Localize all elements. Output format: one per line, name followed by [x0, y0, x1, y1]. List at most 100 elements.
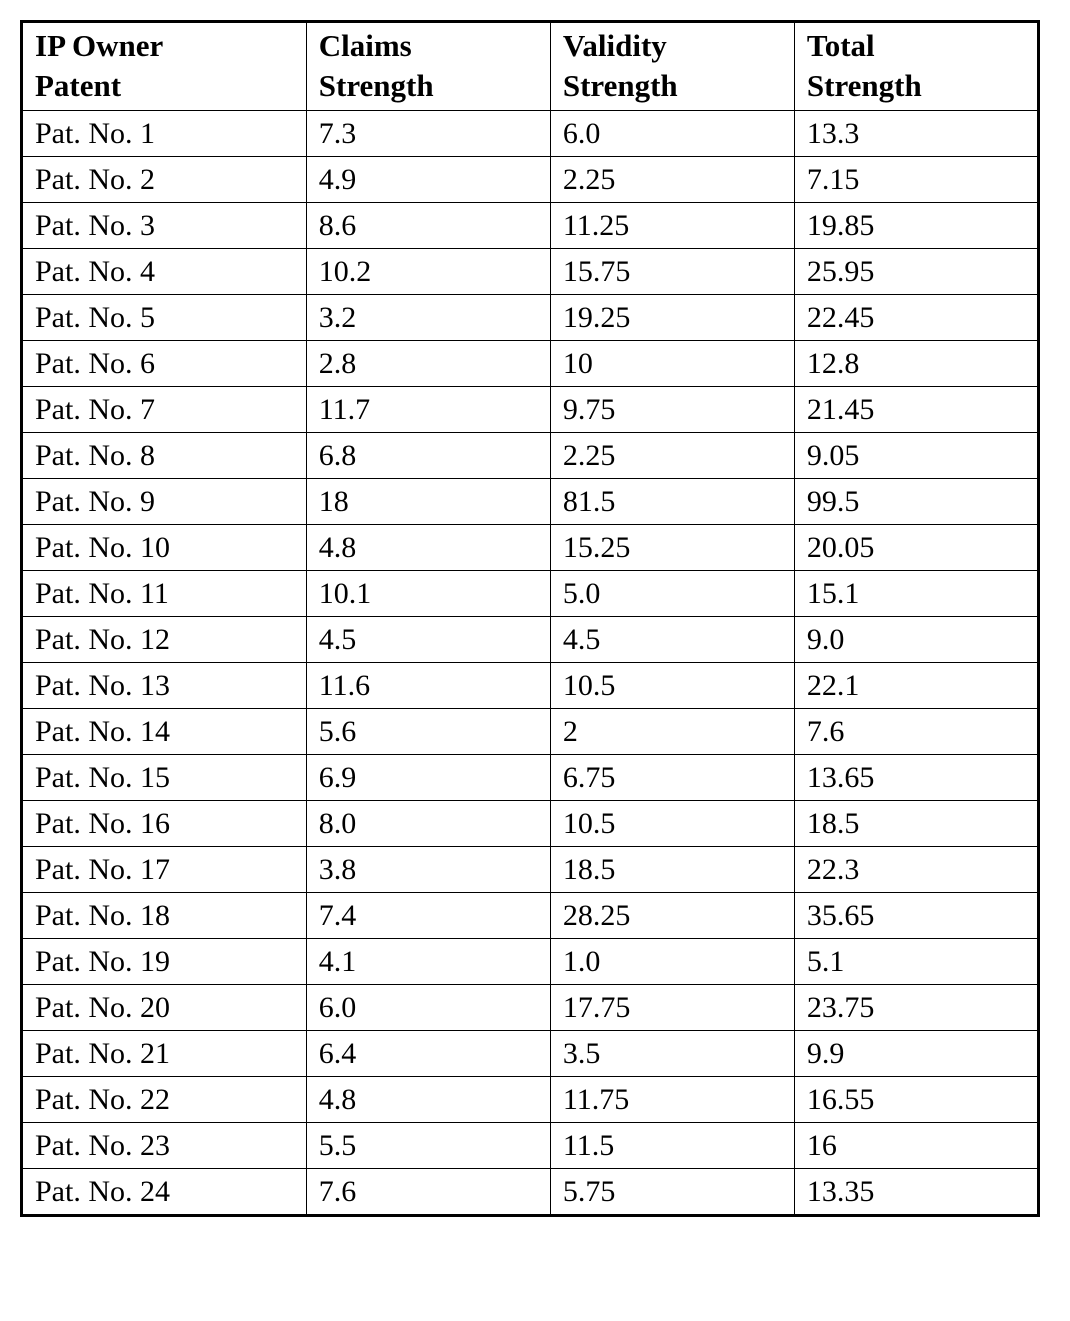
cell-validity-strength: 9.75	[550, 386, 794, 432]
table-row: Pat. No. 62.81012.8	[22, 340, 1039, 386]
cell-total-strength: 20.05	[794, 524, 1038, 570]
col-header-line2: Strength	[319, 68, 434, 103]
table-row: Pat. No. 1110.15.015.1	[22, 570, 1039, 616]
cell-validity-strength: 2.25	[550, 156, 794, 202]
cell-claims-strength: 7.4	[306, 892, 550, 938]
cell-validity-strength: 17.75	[550, 984, 794, 1030]
table-row: Pat. No. 247.65.7513.35	[22, 1168, 1039, 1215]
cell-validity-strength: 81.5	[550, 478, 794, 524]
cell-total-strength: 7.15	[794, 156, 1038, 202]
cell-patent: Pat. No. 6	[22, 340, 307, 386]
table-row: Pat. No. 1311.610.522.1	[22, 662, 1039, 708]
cell-validity-strength: 3.5	[550, 1030, 794, 1076]
cell-claims-strength: 10.1	[306, 570, 550, 616]
cell-patent: Pat. No. 5	[22, 294, 307, 340]
cell-patent: Pat. No. 20	[22, 984, 307, 1030]
col-header-validity-strength: Validity Strength	[550, 22, 794, 111]
table-row: Pat. No. 145.627.6	[22, 708, 1039, 754]
table-row: Pat. No. 53.219.2522.45	[22, 294, 1039, 340]
cell-patent: Pat. No. 18	[22, 892, 307, 938]
cell-patent: Pat. No. 23	[22, 1122, 307, 1168]
table-row: Pat. No. 173.818.522.3	[22, 846, 1039, 892]
cell-validity-strength: 15.25	[550, 524, 794, 570]
col-header-line1: IP Owner	[35, 28, 163, 63]
table-row: Pat. No. 91881.599.5	[22, 478, 1039, 524]
cell-total-strength: 15.1	[794, 570, 1038, 616]
cell-claims-strength: 6.8	[306, 432, 550, 478]
cell-patent: Pat. No. 21	[22, 1030, 307, 1076]
cell-claims-strength: 6.9	[306, 754, 550, 800]
table-row: Pat. No. 38.611.2519.85	[22, 202, 1039, 248]
cell-claims-strength: 4.1	[306, 938, 550, 984]
table-row: Pat. No. 124.54.59.0	[22, 616, 1039, 662]
cell-patent: Pat. No. 10	[22, 524, 307, 570]
cell-validity-strength: 4.5	[550, 616, 794, 662]
cell-patent: Pat. No. 14	[22, 708, 307, 754]
cell-total-strength: 35.65	[794, 892, 1038, 938]
table-row: Pat. No. 156.96.7513.65	[22, 754, 1039, 800]
col-header-line1: Total	[807, 28, 875, 63]
cell-patent: Pat. No. 2	[22, 156, 307, 202]
cell-patent: Pat. No. 4	[22, 248, 307, 294]
cell-validity-strength: 28.25	[550, 892, 794, 938]
cell-claims-strength: 2.8	[306, 340, 550, 386]
cell-claims-strength: 6.0	[306, 984, 550, 1030]
cell-total-strength: 23.75	[794, 984, 1038, 1030]
cell-total-strength: 25.95	[794, 248, 1038, 294]
cell-claims-strength: 11.6	[306, 662, 550, 708]
cell-validity-strength: 10.5	[550, 662, 794, 708]
table-row: Pat. No. 168.010.518.5	[22, 800, 1039, 846]
cell-claims-strength: 5.5	[306, 1122, 550, 1168]
col-header-line1: Validity	[563, 28, 667, 63]
col-header-line2: Strength	[563, 68, 678, 103]
cell-validity-strength: 2.25	[550, 432, 794, 478]
cell-total-strength: 21.45	[794, 386, 1038, 432]
col-header-line2: Strength	[807, 68, 922, 103]
cell-claims-strength: 3.2	[306, 294, 550, 340]
cell-validity-strength: 18.5	[550, 846, 794, 892]
cell-total-strength: 99.5	[794, 478, 1038, 524]
cell-claims-strength: 4.9	[306, 156, 550, 202]
table-row: Pat. No. 235.511.516	[22, 1122, 1039, 1168]
cell-claims-strength: 4.8	[306, 1076, 550, 1122]
patent-strength-table: IP Owner Patent Claims Strength Validity…	[20, 20, 1040, 1217]
cell-patent: Pat. No. 9	[22, 478, 307, 524]
cell-validity-strength: 15.75	[550, 248, 794, 294]
table-row: Pat. No. 711.79.7521.45	[22, 386, 1039, 432]
cell-patent: Pat. No. 15	[22, 754, 307, 800]
cell-patent: Pat. No. 1	[22, 110, 307, 156]
cell-claims-strength: 7.3	[306, 110, 550, 156]
cell-total-strength: 9.05	[794, 432, 1038, 478]
table-row: Pat. No. 216.43.59.9	[22, 1030, 1039, 1076]
cell-claims-strength: 8.0	[306, 800, 550, 846]
cell-validity-strength: 1.0	[550, 938, 794, 984]
cell-total-strength: 22.1	[794, 662, 1038, 708]
cell-patent: Pat. No. 16	[22, 800, 307, 846]
cell-patent: Pat. No. 17	[22, 846, 307, 892]
table-body: Pat. No. 17.36.013.3Pat. No. 24.92.257.1…	[22, 110, 1039, 1215]
cell-claims-strength: 4.8	[306, 524, 550, 570]
cell-total-strength: 22.45	[794, 294, 1038, 340]
cell-total-strength: 16.55	[794, 1076, 1038, 1122]
cell-patent: Pat. No. 19	[22, 938, 307, 984]
col-header-claims-strength: Claims Strength	[306, 22, 550, 111]
cell-total-strength: 16	[794, 1122, 1038, 1168]
cell-patent: Pat. No. 11	[22, 570, 307, 616]
table-row: Pat. No. 206.017.7523.75	[22, 984, 1039, 1030]
cell-patent: Pat. No. 3	[22, 202, 307, 248]
cell-validity-strength: 5.0	[550, 570, 794, 616]
table-row: Pat. No. 17.36.013.3	[22, 110, 1039, 156]
table-row: Pat. No. 187.428.2535.65	[22, 892, 1039, 938]
cell-claims-strength: 10.2	[306, 248, 550, 294]
cell-claims-strength: 11.7	[306, 386, 550, 432]
cell-claims-strength: 3.8	[306, 846, 550, 892]
cell-total-strength: 7.6	[794, 708, 1038, 754]
cell-total-strength: 19.85	[794, 202, 1038, 248]
table-row: Pat. No. 86.82.259.05	[22, 432, 1039, 478]
cell-patent: Pat. No. 22	[22, 1076, 307, 1122]
table-row: Pat. No. 194.11.05.1	[22, 938, 1039, 984]
cell-total-strength: 18.5	[794, 800, 1038, 846]
cell-patent: Pat. No. 24	[22, 1168, 307, 1215]
col-header-ip-owner-patent: IP Owner Patent	[22, 22, 307, 111]
col-header-total-strength: Total Strength	[794, 22, 1038, 111]
